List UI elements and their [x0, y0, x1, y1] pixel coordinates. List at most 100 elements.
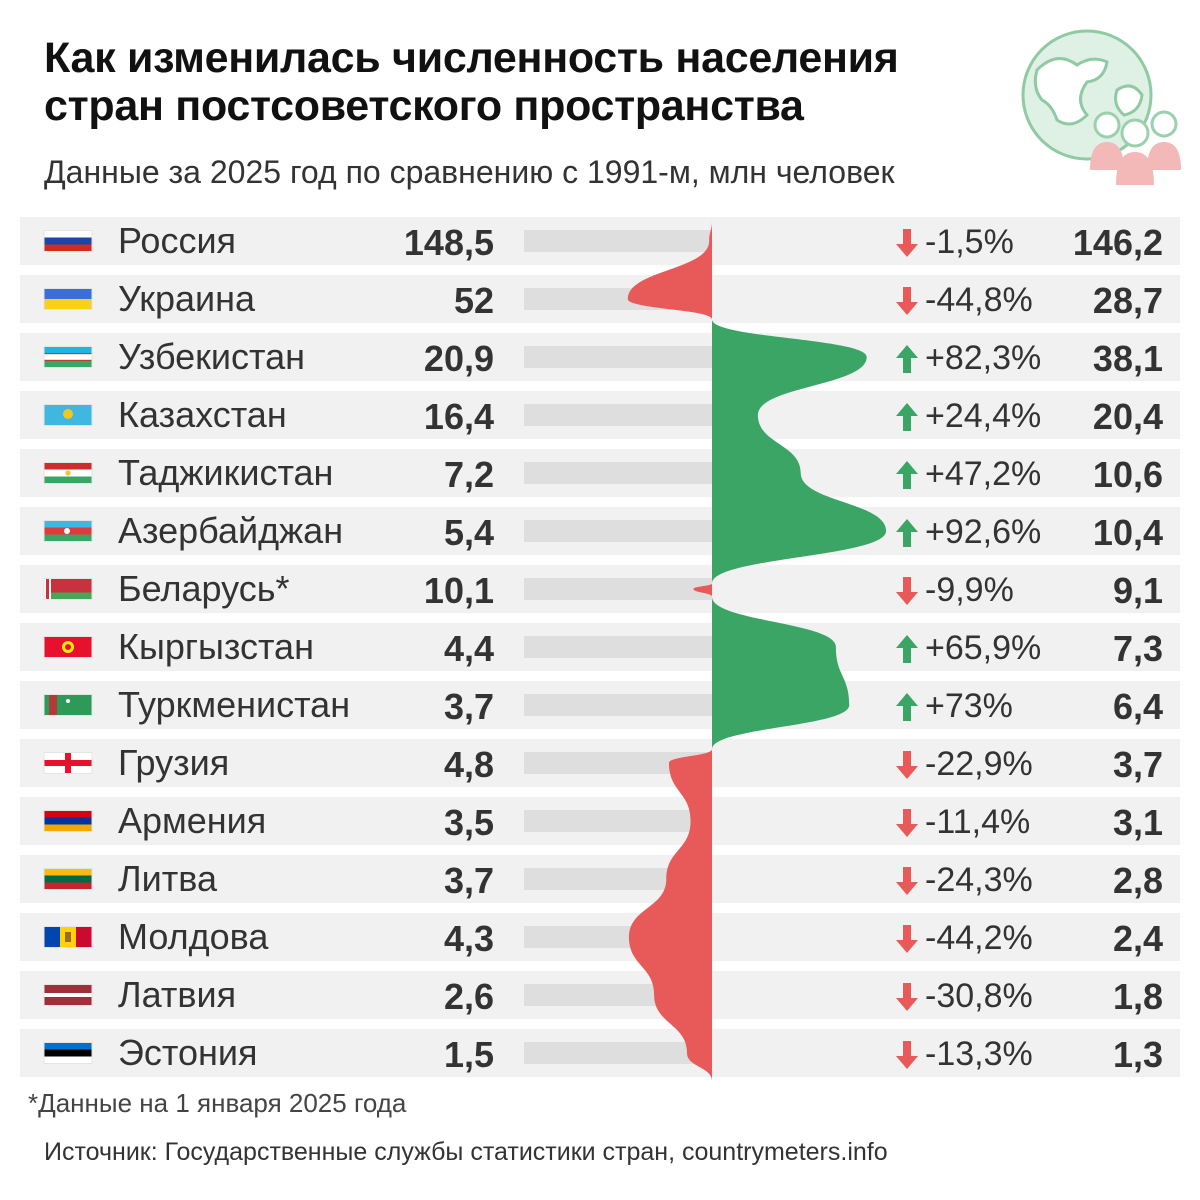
row-track — [524, 636, 712, 658]
row-track — [524, 404, 712, 426]
growth-area — [712, 319, 887, 584]
arrow-up-icon — [896, 693, 918, 721]
country-name: Таджикистан — [118, 452, 333, 493]
population-2025: 146,2 — [1073, 222, 1163, 263]
kazakhstan-flag — [43, 404, 93, 426]
russia-flag — [43, 230, 93, 252]
population-2025: 28,7 — [1093, 280, 1163, 321]
arrow-up-icon — [896, 519, 918, 547]
country-name: Казахстан — [118, 394, 287, 435]
country-name: Кыргызстан — [118, 626, 314, 667]
population-1991: 4,8 — [444, 744, 494, 785]
population-2025: 9,1 — [1113, 570, 1163, 611]
arrow-down-icon — [896, 229, 918, 257]
decline-area — [628, 749, 712, 1081]
arrow-down-icon — [896, 867, 918, 895]
population-2025: 3,7 — [1113, 744, 1163, 785]
country-name: Армения — [118, 800, 266, 841]
row-track — [524, 578, 712, 600]
population-2025: 2,8 — [1113, 860, 1163, 901]
country-name: Туркменистан — [118, 684, 350, 725]
country-name: Латвия — [118, 974, 236, 1015]
population-1991: 4,3 — [444, 918, 494, 959]
change-percent: +73% — [925, 687, 1013, 725]
arrow-down-icon — [896, 287, 918, 315]
population-1991: 4,4 — [444, 628, 494, 669]
country-name: Беларусь* — [118, 568, 289, 609]
row-track — [524, 462, 712, 484]
row-track — [524, 694, 712, 716]
uzbekistan-flag — [43, 346, 93, 368]
page-title: Как изменилась численность населения стр… — [44, 34, 899, 130]
population-2025: 3,1 — [1113, 802, 1163, 843]
population-1991: 16,4 — [424, 396, 494, 437]
ukraine-flag — [43, 288, 93, 310]
population-2025: 38,1 — [1093, 338, 1163, 379]
source-note: Источник: Государственные службы статист… — [44, 1138, 888, 1166]
country-name: Украина — [118, 278, 256, 319]
arrow-down-icon — [896, 751, 918, 779]
arrow-down-icon — [896, 1041, 918, 1069]
change-percent: +82,3% — [925, 339, 1041, 377]
population-2025: 20,4 — [1093, 396, 1163, 437]
arrow-down-icon — [896, 577, 918, 605]
arrow-up-icon — [896, 635, 918, 663]
change-percent: -22,9% — [925, 745, 1033, 783]
azerbaijan-flag — [43, 520, 93, 542]
row-track — [524, 810, 712, 832]
decline-area — [693, 583, 712, 597]
moldova-flag — [43, 926, 93, 948]
row-track — [524, 1042, 712, 1064]
population-2025: 7,3 — [1113, 628, 1163, 669]
population-1991: 1,5 — [444, 1034, 494, 1075]
change-percent: -44,2% — [925, 919, 1033, 957]
country-name: Грузия — [118, 742, 229, 783]
change-percent: +47,2% — [925, 455, 1041, 493]
population-1991: 7,2 — [444, 454, 494, 495]
population-2025: 10,4 — [1093, 512, 1163, 553]
row-track — [524, 520, 712, 542]
country-name: Азербайджан — [118, 510, 343, 551]
page-subtitle: Данные за 2025 год по сравнению с 1991-м… — [44, 154, 895, 190]
population-1991: 5,4 — [444, 512, 494, 553]
change-percent: -1,5% — [925, 223, 1014, 261]
globe-people-icon — [1021, 29, 1181, 185]
row-track — [524, 230, 712, 252]
row-track — [524, 868, 712, 890]
change-percent: -44,8% — [925, 281, 1033, 319]
change-percent: -30,8% — [925, 977, 1033, 1015]
country-name: Молдова — [118, 916, 269, 957]
population-1991: 3,7 — [444, 860, 494, 901]
population-2025: 2,4 — [1113, 918, 1163, 959]
georgia-flag — [43, 752, 93, 774]
arrow-up-icon — [896, 345, 918, 373]
population-1991: 10,1 — [424, 570, 494, 611]
arrow-down-icon — [896, 925, 918, 953]
arrow-down-icon — [896, 809, 918, 837]
change-percent: +92,6% — [925, 513, 1041, 551]
estonia-flag — [43, 1042, 93, 1064]
population-1991: 3,5 — [444, 802, 494, 843]
arrow-down-icon — [896, 983, 918, 1011]
population-1991: 148,5 — [404, 222, 494, 263]
country-name: Эстония — [118, 1032, 257, 1073]
population-2025: 1,3 — [1113, 1034, 1163, 1075]
population-1991: 20,9 — [424, 338, 494, 379]
footnote: *Данные на 1 января 2025 года — [28, 1088, 407, 1118]
arrow-up-icon — [896, 403, 918, 431]
population-1991: 3,7 — [444, 686, 494, 727]
country-name: Россия — [118, 220, 236, 261]
armenia-flag — [43, 810, 93, 832]
row-track — [524, 346, 712, 368]
growth-area — [712, 596, 850, 750]
population-2025: 1,8 — [1113, 976, 1163, 1017]
country-name: Узбекистан — [118, 336, 305, 377]
population-1991: 2,6 — [444, 976, 494, 1017]
population-2025: 10,6 — [1093, 454, 1163, 495]
population-1991: 52 — [454, 280, 494, 321]
country-name: Литва — [118, 858, 218, 899]
change-percent: -11,4% — [925, 803, 1030, 841]
change-percent: +24,4% — [925, 397, 1041, 435]
change-percent: +65,9% — [925, 629, 1041, 667]
